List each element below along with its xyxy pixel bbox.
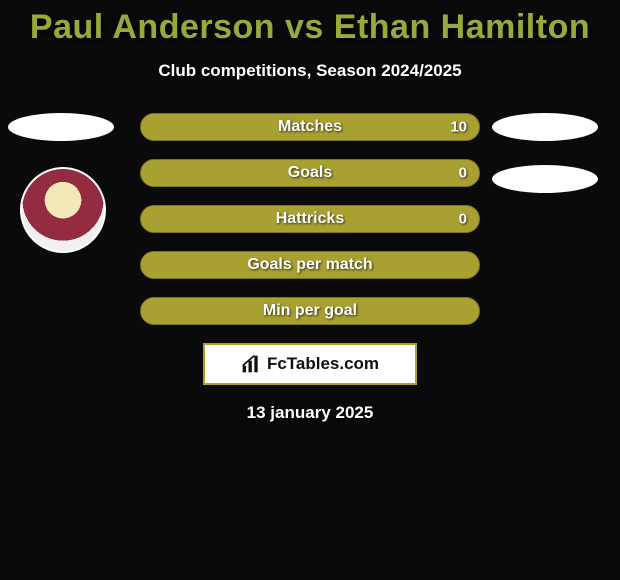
bar-chart-icon [241, 354, 261, 374]
stat-bar-hattricks: Hattricks 0 [140, 205, 480, 233]
stat-label: Goals per match [247, 256, 372, 274]
stat-bar-matches: Matches 10 [140, 113, 480, 141]
player-right-placeholder-1 [492, 113, 598, 141]
stat-label: Goals [288, 164, 332, 182]
stat-bar-goals: Goals 0 [140, 159, 480, 187]
page-subtitle: Club competitions, Season 2024/2025 [0, 61, 620, 81]
stat-value-right: 10 [450, 119, 467, 136]
stat-bar-min-per-goal: Min per goal [140, 297, 480, 325]
player-right-placeholder-2 [492, 165, 598, 193]
stat-label: Min per goal [263, 302, 357, 320]
player-left-placeholder [8, 113, 114, 141]
stats-area: Matches 10 Goals 0 Hattricks 0 Goals per… [0, 113, 620, 325]
club-crest-left [20, 167, 106, 253]
brand-box: FcTables.com [203, 343, 417, 385]
page-title: Paul Anderson vs Ethan Hamilton [0, 8, 620, 47]
stat-label: Hattricks [276, 210, 344, 228]
stat-label: Matches [278, 118, 342, 136]
stat-value-right: 0 [459, 165, 467, 182]
generation-date: 13 january 2025 [0, 403, 620, 423]
stat-value-right: 0 [459, 211, 467, 228]
stat-bar-goals-per-match: Goals per match [140, 251, 480, 279]
brand-name: FcTables.com [267, 354, 379, 374]
infographic-root: Paul Anderson vs Ethan Hamilton Club com… [0, 0, 620, 423]
